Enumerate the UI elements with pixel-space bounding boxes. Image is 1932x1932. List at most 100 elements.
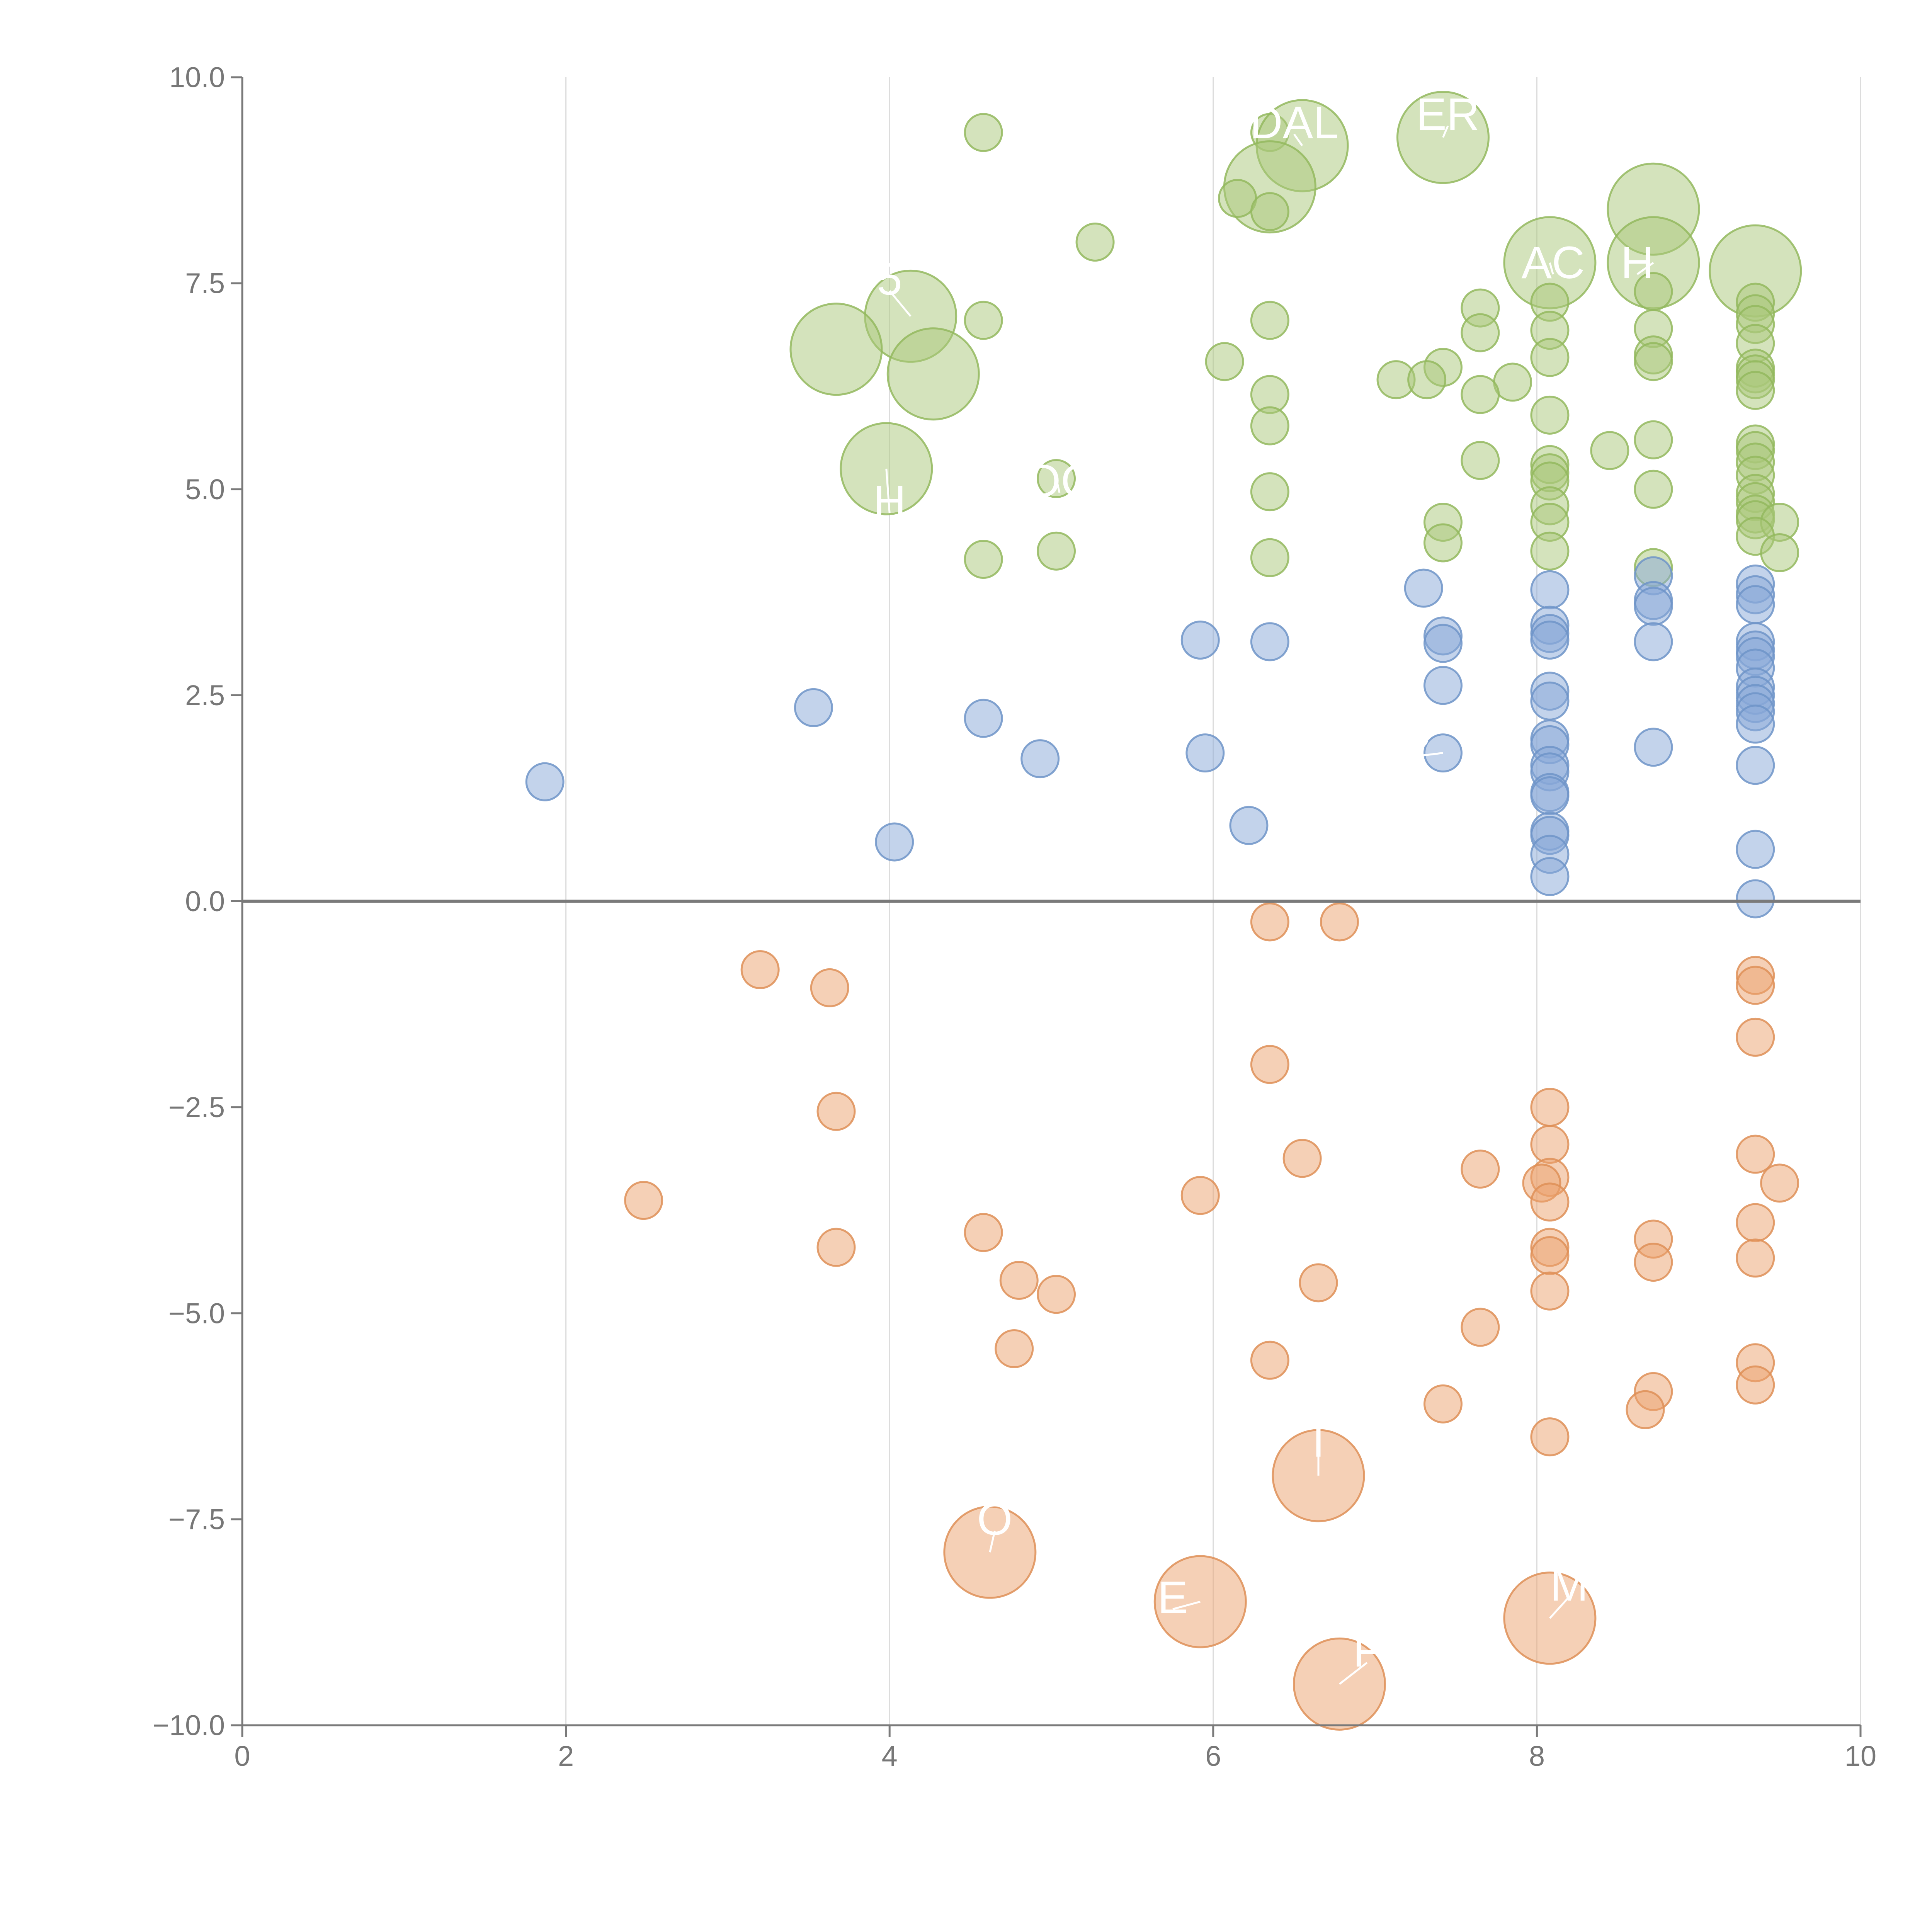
bubble-high-40 [1461,375,1500,414]
bubble-label-12: F [1353,1626,1381,1677]
bubble-low-21 [964,1213,1003,1252]
bubble-low-26 [1736,1238,1775,1278]
bubble-label-2: AC [1521,237,1585,288]
x-tick-label-1: 2 [558,1740,574,1772]
bubble-high-19 [1250,301,1289,340]
y-tick-label-8: 10.0 [169,61,225,94]
bubble-low-29 [1299,1263,1338,1303]
bubble-high-26 [1530,338,1570,377]
axes: −10.0 −7.5 −5.0 −2.5 0.0 2.5 5.0 7.5 10.0 0 2 4 6 8 10 [153,61,1876,1772]
bubble-mid-13 [1634,622,1673,662]
bubble-high-42 [1250,406,1289,446]
label-leader-6 [885,468,891,514]
bubble-mid-33 [1185,733,1225,773]
bubble-low-31 [1037,1275,1076,1314]
bubble-mid-12 [1180,620,1220,660]
bubble-high-70 [1250,538,1289,577]
bubble-high-38 [1736,371,1775,410]
bubble-low-33 [995,1329,1034,1368]
bubble-mid-35 [1020,739,1060,779]
bubble-label-4: 5 [877,253,902,304]
bubble-mid-45 [875,822,914,862]
bubble-mid-28 [964,699,1003,738]
bubble-labels: DAL ER AC H 5 OC H P T O E M F [873,89,1654,1685]
bubble-label-7: P [1400,719,1431,770]
bubble-mid-46 [1736,830,1775,869]
bubble-low-11 [1736,1134,1775,1174]
y-tick-label-6: 5.0 [185,473,225,505]
bubble-mid-32 [1634,728,1673,767]
bubble-low-12 [1282,1139,1322,1178]
bubble-high-0 [964,113,1003,152]
bubble-mid-37 [1736,746,1775,785]
y-tick-label-4: 0.0 [185,885,225,917]
bubble-low-5 [810,968,849,1007]
bubble-low-38 [1423,1384,1463,1423]
label-leader-2 [1549,262,1554,275]
bubble-label-8: T [1304,1415,1332,1466]
label-leader-9 [989,1531,996,1553]
bubble-low-27 [1634,1243,1673,1282]
bubble-label-5: OC [1025,456,1094,507]
series-low [624,902,1799,1731]
bubble-low-9 [816,1092,856,1131]
bubble-low-20 [1736,1203,1775,1242]
bubble-high-43 [1634,420,1673,459]
label-leader-5 [1055,478,1061,493]
bubble-low-24 [816,1228,856,1267]
bubble-high-41 [1530,395,1570,435]
label-leader-1 [1442,125,1449,138]
bubble-mid-29 [1736,704,1775,744]
bubble-high-46 [1590,431,1629,470]
label-leader-11 [1549,1596,1570,1619]
label-leader-10 [1172,1600,1201,1610]
bubble-mid-49 [1736,879,1775,918]
bubble-high-69 [1760,533,1799,572]
bubble-high-34 [886,327,980,421]
series-mid [525,556,1775,918]
bubble-low-1 [1320,902,1359,942]
bubble-low-19 [1530,1182,1570,1222]
y-tick-label-1: −7.5 [168,1503,225,1535]
bubble-low-18 [624,1181,663,1220]
bubble-mid-39 [525,762,565,801]
bubble-high-18 [964,301,1003,340]
bubble-high-8 [1075,223,1115,262]
bubble-high-66 [1423,523,1463,563]
bubble-mid-6 [1736,585,1775,624]
bubble-low-34 [1250,1340,1289,1380]
bubble-label-6: H [873,476,906,527]
bubble-high-29 [1205,342,1244,381]
bubble-low-16 [1760,1163,1799,1203]
bubble-low-28 [999,1260,1039,1300]
y-tick-label-7: 7.5 [185,267,225,299]
bubble-high-23 [1461,313,1500,352]
bubble-label-9: O [977,1494,1013,1545]
bubble-mid-48 [1530,857,1570,896]
bubble-low-0 [1250,902,1289,942]
label-leader-3 [1636,262,1654,275]
bubble-low-7 [1250,1045,1289,1084]
bubble-high-71 [964,540,1003,579]
bubble-high-55 [1634,469,1673,509]
bubble-high-6 [1250,192,1289,231]
y-tick-label-0: −10.0 [153,1709,225,1742]
x-tick-label-5: 10 [1845,1740,1876,1772]
bubble-mid-27 [794,688,833,727]
bubble-mid-24 [1530,681,1570,721]
y-tick-label-2: −5.0 [168,1297,225,1329]
bubble-low-17 [1180,1176,1220,1215]
x-tick-label-4: 8 [1529,1740,1545,1772]
bubble-mid-2 [1404,568,1443,608]
label-leader-4 [889,290,912,317]
bubble-mid-11 [1530,620,1570,660]
x-tick-label-0: 0 [234,1740,250,1772]
bubble-low-40 [1530,1417,1570,1457]
bubble-low-13 [1461,1150,1500,1189]
bubble-low-10 [1530,1125,1570,1164]
bubble-low-4 [1736,966,1775,1005]
bubble-low-30 [1530,1271,1570,1311]
x-tick-label-2: 4 [882,1740,898,1772]
bubble-high-67 [1530,531,1570,571]
